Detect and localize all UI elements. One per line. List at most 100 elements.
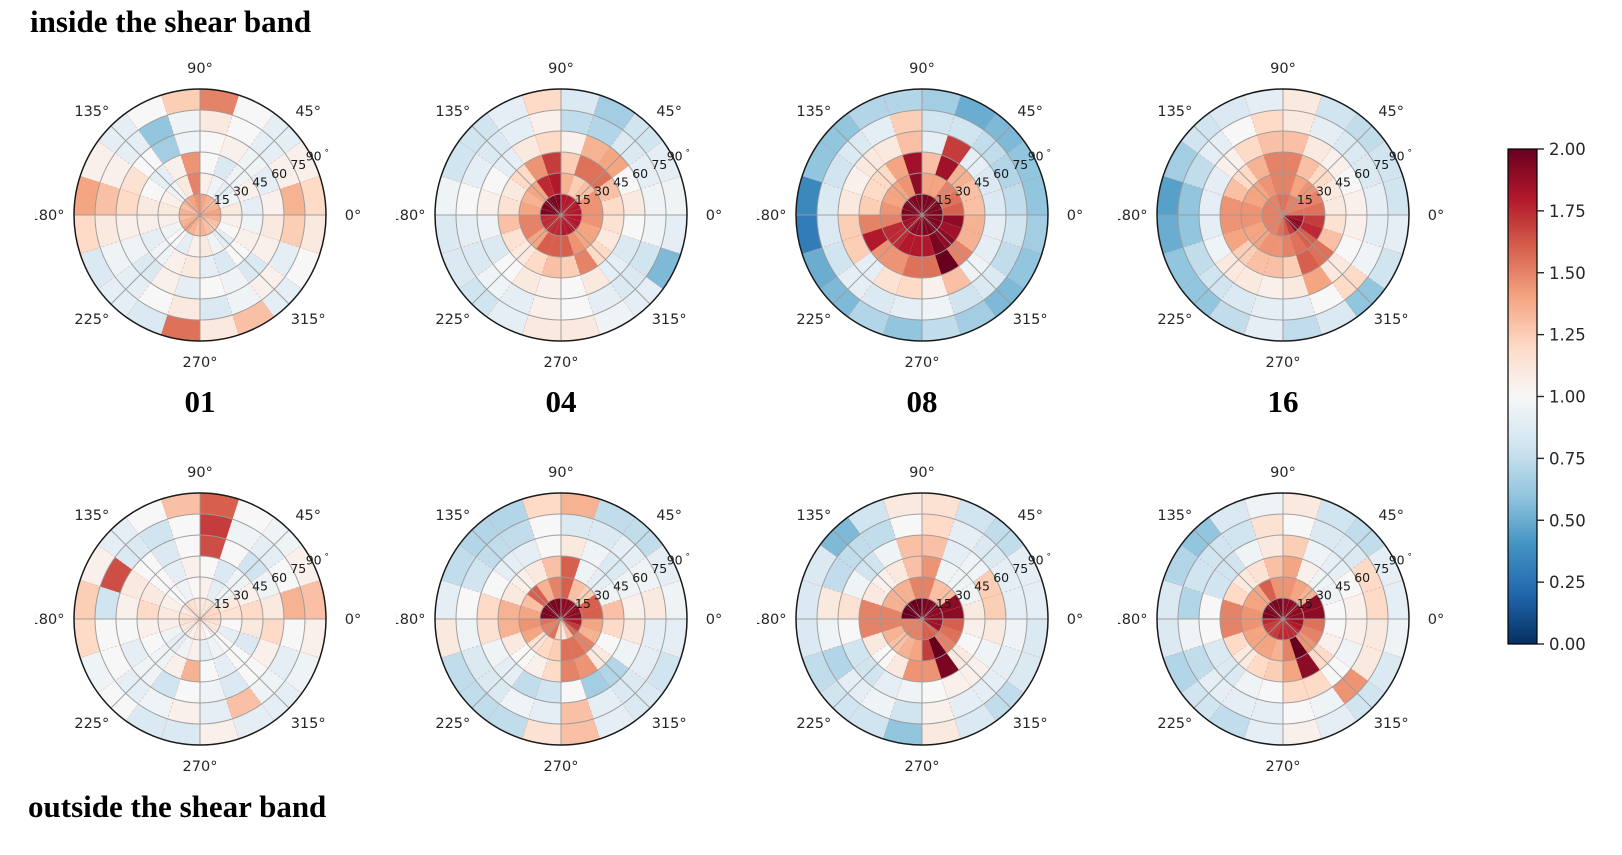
row-title-outside: outside the shear band [28,789,327,824]
polar-cell [560,274,588,300]
polar-plot-outside-08: 0° 45° 90° 135° 180° 225° 270° 315° 153045607590… [752,454,1087,784]
angle-tick-label: 270° [1266,759,1301,775]
polar-axes: 0° 45° 90° 135° 180° 225° 270° 315° 153045607590… [30,465,362,775]
polar-grid [435,89,687,341]
polar-cell [1256,534,1284,560]
colorbar: 2.00 1.75 1.50 1.25 1.00 0.75 0.50 0.25 0.00 [1495,140,1622,665]
angle-tick-label: 90° [548,465,574,481]
radial-tick-label: 90 ° [1028,553,1051,568]
polar-cell [199,130,227,156]
radial-tick-label: 15 [575,596,591,611]
radial-tick-label: 60 [1354,570,1370,585]
polar-cell [837,214,863,242]
polar-grid [435,493,687,745]
angle-tick-label: 90° [909,465,935,481]
radial-tick-label: 75 [1012,561,1028,576]
radial-tick-label: 15 [575,192,591,207]
polar-cell [534,274,562,300]
polar-cell [560,534,588,560]
polar-spine [795,88,1049,342]
radial-tick-label: 60 [271,166,287,181]
angle-tick-label: 135° [796,508,831,524]
angle-tick-label: 45° [295,104,321,120]
polar-cell [560,678,588,704]
angle-tick-label: 90° [548,61,574,77]
angle-tick-label: 270° [1266,355,1301,371]
angle-tick-labels: 0° 45° 90° 135° 180° 225° 270° 315° [30,465,362,775]
angle-tick-label: 225° [796,716,831,732]
polar-plot-inside-04: 0° 45° 90° 135° 180° 225° 270° 315° 153045607590… [391,50,726,380]
angle-tick-label: 135° [1157,508,1192,524]
polar-cell [199,678,227,704]
polar-plot-inside-16: 0° 45° 90° 135° 180° 225° 270° 315° 153045607590… [1113,50,1448,380]
polar-cell [895,130,923,156]
radial-tick-label: 45 [613,175,629,190]
angle-tick-label: 315° [1013,312,1048,328]
colorbar-tick-label: 1.50 [1549,264,1586,283]
polar-plot-outside-01: 0° 45° 90° 135° 180° 225° 270° 315° 153045607590… [30,454,365,784]
polar-axes: 0° 45° 90° 135° 180° 225° 270° 315° 153045607590… [1113,61,1445,371]
angle-tick-label: 45° [1017,508,1043,524]
radial-tick-label: 15 [936,192,952,207]
radial-tick-label: 30 [233,587,249,602]
angle-tick-label: 225° [74,312,109,328]
polar-spine [795,492,1049,746]
radial-tick-label: 30 [955,587,971,602]
polar-cell [259,618,285,646]
angle-tick-label: 90° [187,465,213,481]
polar-axes: 0° 45° 90° 135° 180° 225° 270° 315° 153045607590… [391,465,723,775]
angle-tick-label: 225° [796,312,831,328]
radial-tick-label: 60 [993,570,1009,585]
column-label-16: 16 [1267,384,1299,419]
polar-spine [1156,492,1410,746]
colorbar-tick-label: 0.00 [1549,635,1586,654]
polar-cell [1282,274,1310,300]
angle-tick-label: 45° [656,104,682,120]
polar-cell [534,678,562,704]
colorbar-ticks [1537,148,1544,645]
polar-cell [115,188,141,216]
polar-cell [173,130,201,156]
polar-cell [1282,534,1310,560]
radial-tick-label: 30 [1316,183,1332,198]
polar-axes: 0° 45° 90° 135° 180° 225° 270° 315° 153045607590… [752,61,1084,371]
radial-tick-label: 30 [594,183,610,198]
polar-cell [981,592,1007,620]
column-label-01: 01 [184,384,216,419]
polar-cell [534,130,562,156]
angle-tick-label: 0° [706,208,722,224]
column-label-08: 08 [906,384,938,419]
polar-plot-outside-16: 0° 45° 90° 135° 180° 225° 270° 315° 153045607590… [1113,454,1448,784]
polar-grid [796,89,1048,341]
angle-tick-label: 45° [656,508,682,524]
angle-tick-labels: 0° 45° 90° 135° 180° 225° 270° 315° [30,61,362,371]
radial-tick-label: 30 [233,183,249,198]
polar-cell [837,592,863,620]
angle-tick-label: 135° [74,508,109,524]
angle-tick-label: 45° [1378,104,1404,120]
polar-cell [620,618,646,646]
radial-tick-label: 45 [974,175,990,190]
polar-spine [73,492,327,746]
polar-cell [921,130,949,156]
radial-tick-label: 45 [974,579,990,594]
angle-tick-label: 225° [1157,312,1192,328]
polar-cell [1342,592,1368,620]
polar-cell [259,188,285,216]
polar-cell [115,618,141,646]
polar-cell [837,618,863,646]
polar-grid [796,493,1048,745]
angle-tick-label: 180° [757,612,786,628]
polar-axes: 0° 45° 90° 135° 180° 225° 270° 315° 153045607590… [752,465,1084,775]
angle-tick-label: 180° [396,612,425,628]
radial-tick-label: 75 [651,157,667,172]
angle-tick-label: 45° [1017,104,1043,120]
colorbar-svg: 2.00 1.75 1.50 1.25 1.00 0.75 0.50 0.25 0.00 [1507,140,1586,654]
polar-cell [895,274,923,300]
polar-cell [981,214,1007,242]
colorbar-gradient [1507,148,1538,645]
angle-tick-label: 315° [291,312,326,328]
colorbar-tick-label: 2.00 [1549,140,1586,159]
